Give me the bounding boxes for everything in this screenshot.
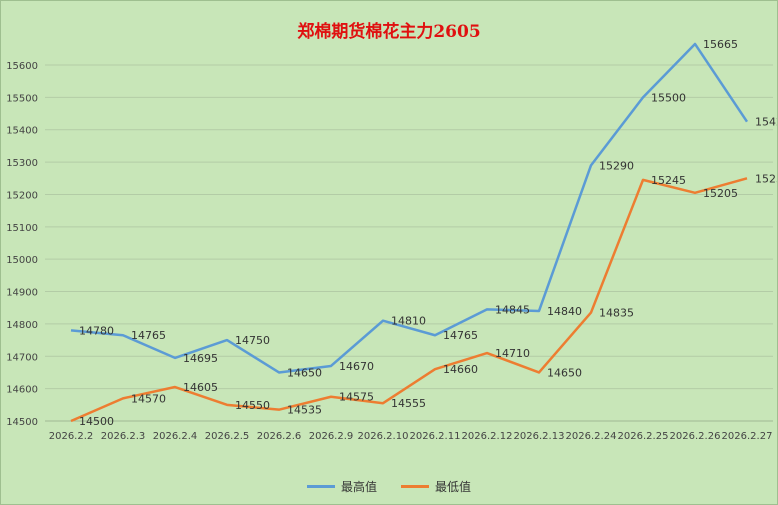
y-tick-label: 15100 <box>6 223 38 234</box>
x-tick-label: 2026.2.2 <box>49 431 94 442</box>
y-tick-label: 14500 <box>6 417 38 428</box>
data-label: 15245 <box>651 174 686 187</box>
data-label: 14575 <box>339 391 374 404</box>
data-label: 14810 <box>391 315 426 328</box>
data-label: 15500 <box>651 91 686 104</box>
x-tick-label: 2026.2.24 <box>566 431 617 442</box>
data-label: 14660 <box>443 363 478 376</box>
data-label: 14650 <box>547 366 582 379</box>
data-label: 14650 <box>287 366 322 379</box>
x-tick-label: 2026.2.5 <box>205 431 250 442</box>
x-tick-label: 2026.2.11 <box>410 431 461 442</box>
x-tick-label: 2026.2.27 <box>722 431 773 442</box>
x-tick-label: 2026.2.4 <box>153 431 198 442</box>
data-label: 14840 <box>547 305 582 318</box>
data-label: 14780 <box>79 324 114 337</box>
legend-label-low: 最低值 <box>435 480 472 494</box>
x-tick-label: 2026.2.13 <box>514 431 565 442</box>
data-label: 14835 <box>599 307 634 320</box>
y-tick-label: 14800 <box>6 320 38 331</box>
y-tick-label: 15600 <box>6 61 38 72</box>
y-tick-label: 15000 <box>6 255 38 266</box>
y-tick-label: 14900 <box>6 288 38 299</box>
data-label: 14550 <box>235 399 270 412</box>
y-tick-label: 15300 <box>6 158 38 169</box>
y-tick-label: 15200 <box>6 190 38 201</box>
legend-swatch-high <box>306 485 335 488</box>
x-tick-label: 2026.2.12 <box>462 431 513 442</box>
chart-title: 郑棉期货棉花主力2605 <box>297 22 481 42</box>
legend-label-high: 最高值 <box>340 480 377 494</box>
data-label: 14535 <box>287 404 322 417</box>
data-label: 15250 <box>755 172 777 185</box>
data-label: 14750 <box>235 334 270 347</box>
chart-legend: 最高值 最低值 <box>1 478 777 495</box>
x-tick-label: 2026.2.9 <box>309 431 354 442</box>
data-label: 14605 <box>183 381 218 394</box>
x-tick-label: 2026.2.6 <box>257 431 302 442</box>
data-label: 14695 <box>183 352 218 365</box>
data-label: 14710 <box>495 347 530 360</box>
data-label: 14670 <box>339 360 374 373</box>
y-tick-label: 14600 <box>6 385 38 396</box>
x-tick-label: 2026.2.3 <box>101 431 146 442</box>
y-tick-label: 15500 <box>6 93 38 104</box>
x-tick-label: 2026.2.25 <box>618 431 669 442</box>
series-line-0 <box>70 42 749 374</box>
legend-item-high: 最高值 <box>306 478 377 495</box>
data-label: 14765 <box>443 329 478 342</box>
series-line-1 <box>70 177 748 423</box>
x-tick-label: 2026.2.10 <box>358 431 409 442</box>
y-tick-label: 14700 <box>6 352 38 363</box>
data-label: 15425 <box>755 116 777 129</box>
data-label: 15205 <box>703 187 738 200</box>
data-label: 15290 <box>599 159 634 172</box>
data-label: 14845 <box>495 303 530 316</box>
data-label: 15665 <box>703 38 738 51</box>
y-tick-label: 15400 <box>6 126 38 137</box>
data-label: 14765 <box>131 329 166 342</box>
legend-item-low: 最低值 <box>401 478 471 495</box>
data-label: 14555 <box>391 397 426 410</box>
x-tick-label: 2026.2.26 <box>670 431 721 442</box>
legend-swatch-low <box>401 485 429 488</box>
data-label: 14500 <box>79 415 114 428</box>
data-label: 14570 <box>131 392 166 405</box>
